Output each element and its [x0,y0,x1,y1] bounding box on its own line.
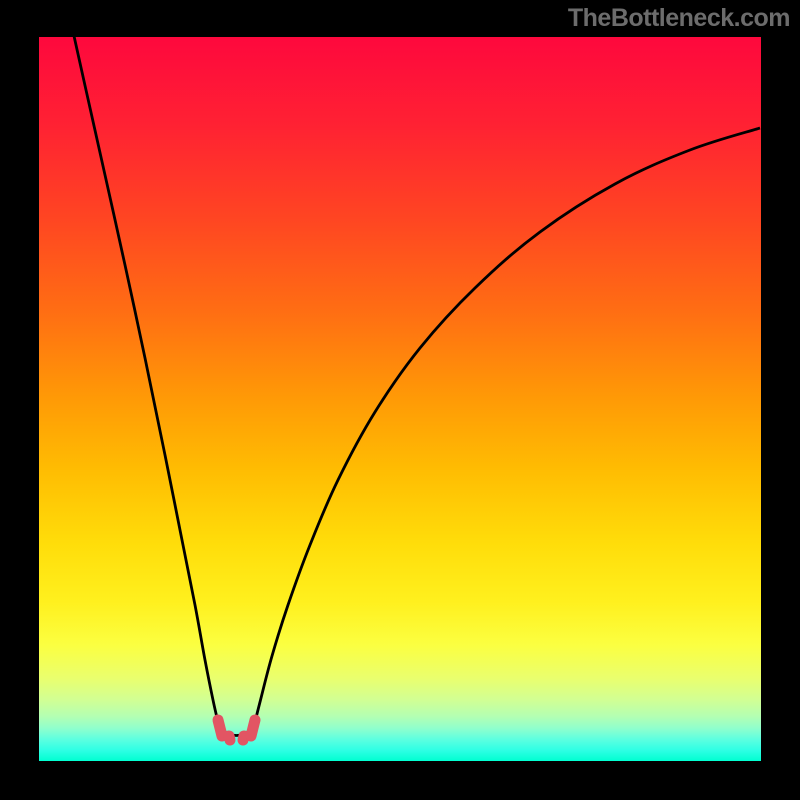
bottleneck-chart [0,0,800,800]
attribution-label: TheBottleneck.com [568,4,790,33]
chart-container: { "attribution": "TheBottleneck.com", "a… [0,0,800,800]
gradient-background [39,37,761,761]
